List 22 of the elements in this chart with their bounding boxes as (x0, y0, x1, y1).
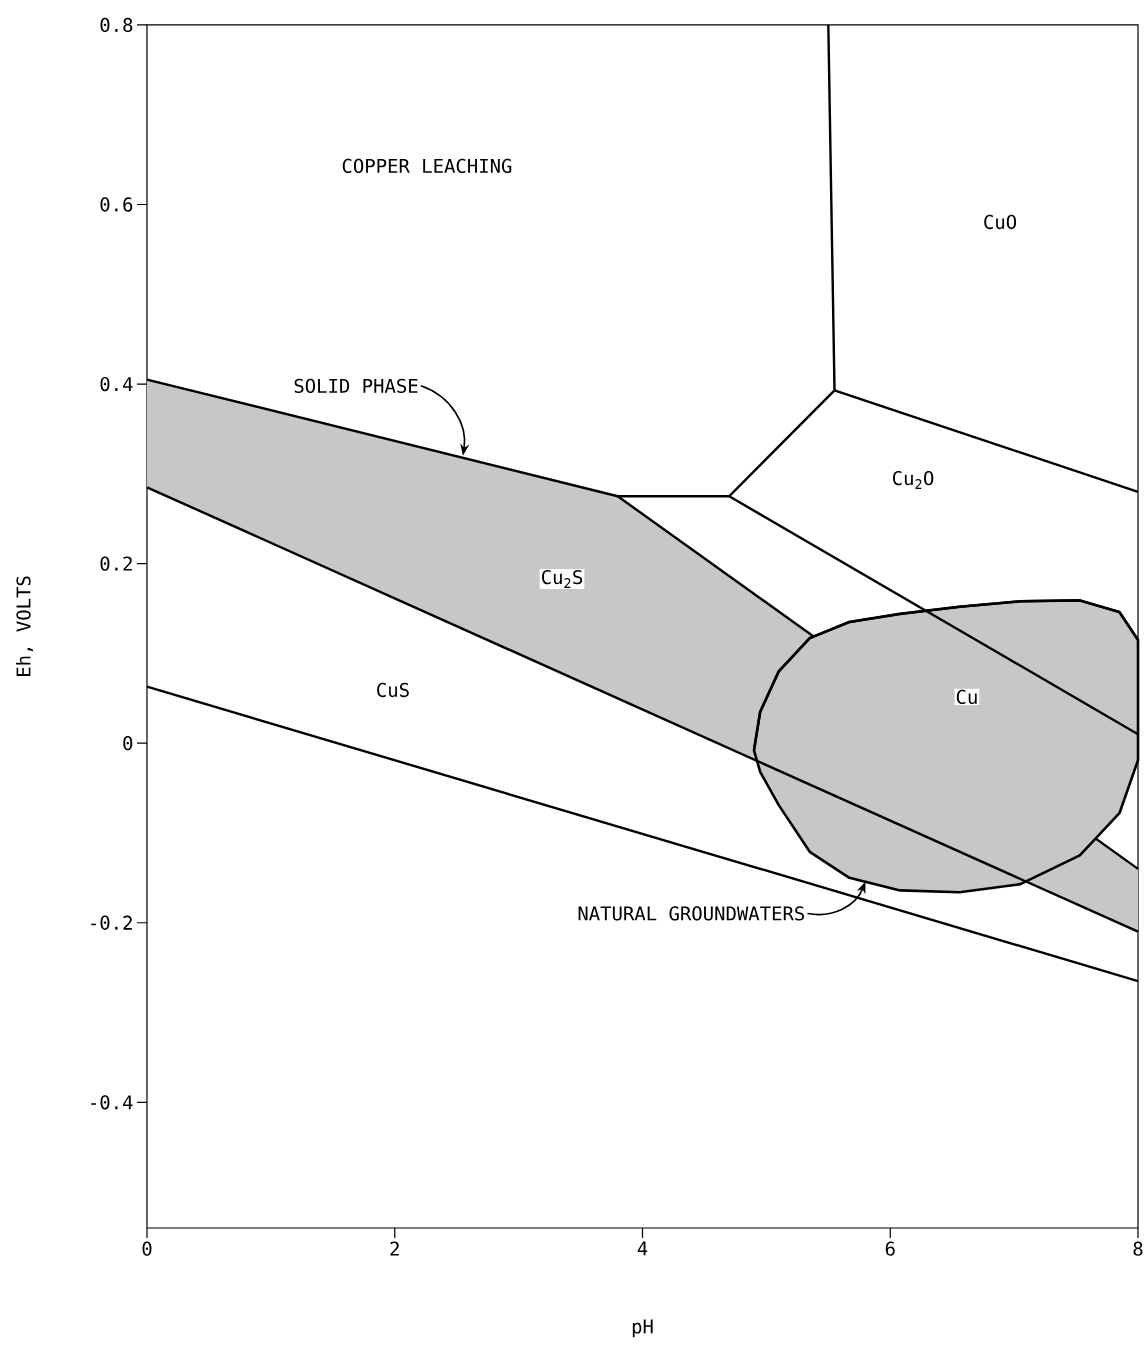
x-tick-label: 4 (637, 1241, 648, 1256)
y-tick-label: 0.8 (100, 17, 133, 33)
annotation: COPPER LEACHING (342, 158, 512, 174)
y-axis-title: Eh, VOLTS (16, 576, 34, 676)
x-tick-label: 0 (142, 1241, 152, 1256)
x-tick-label: 8 (1133, 1241, 1143, 1256)
annotation: CuO (984, 214, 1017, 230)
annotation: Cu$_{2}$S (541, 569, 583, 588)
annotation: Cu$_{2}$O (893, 470, 934, 489)
x-tick-label: 2 (390, 1241, 399, 1256)
y-tick-label: -0.2 (91, 915, 132, 930)
x-axis-title: pH (632, 1319, 653, 1338)
y-tick-label: 0.2 (100, 556, 132, 571)
y-tick-label: 0.6 (100, 197, 133, 212)
annotation: Cu (956, 689, 977, 705)
x-tick-label: 6 (885, 1241, 895, 1256)
annotation: NATURAL GROUNDWATERS (578, 906, 805, 921)
annotation: SOLID PHASE (294, 378, 418, 394)
y-tick-label: -0.4 (91, 1095, 133, 1110)
y-tick-label: 0.4 (100, 376, 133, 392)
annotation: CuS (377, 682, 409, 698)
y-tick-label: 0 (123, 736, 133, 751)
